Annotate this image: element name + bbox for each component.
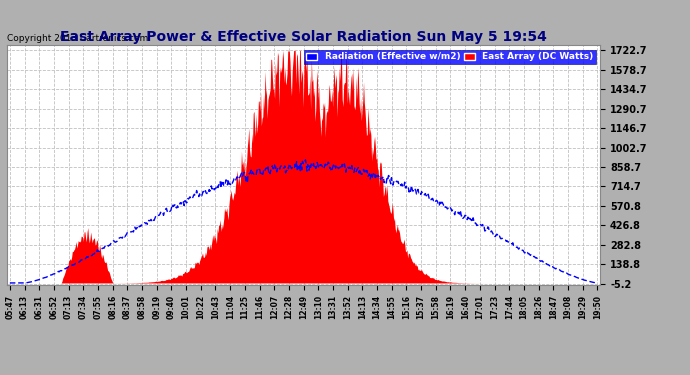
Text: Copyright 2013 Cartronics.com: Copyright 2013 Cartronics.com [7,34,148,43]
Legend: Radiation (Effective w/m2), East Array (DC Watts): Radiation (Effective w/m2), East Array (… [304,50,595,64]
Title: East Array Power & Effective Solar Radiation Sun May 5 19:54: East Array Power & Effective Solar Radia… [60,30,547,44]
